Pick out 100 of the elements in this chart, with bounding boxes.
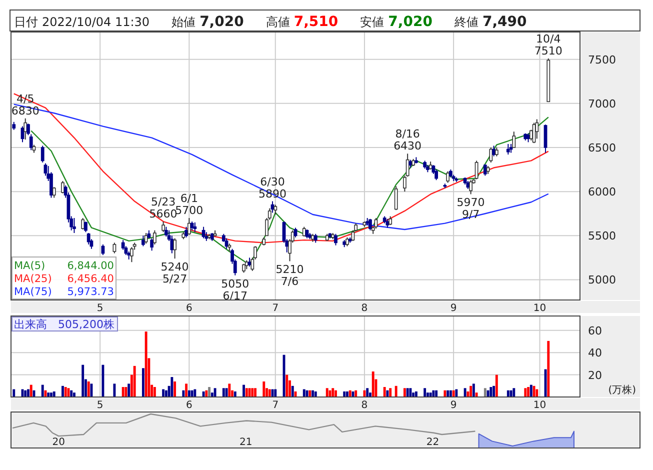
bar (414, 391, 418, 397)
bar (308, 390, 312, 397)
candlestick (61, 180, 64, 194)
annotation: 5,973.73 (67, 286, 114, 298)
bar (70, 390, 73, 397)
text: MA(25) (14, 273, 52, 285)
bar (170, 377, 174, 397)
bar (470, 386, 472, 397)
annotation: 5050 6/17 (221, 277, 250, 302)
bar (527, 387, 530, 397)
candlestick (52, 186, 56, 198)
bar (524, 388, 527, 397)
bar (348, 390, 352, 397)
x-tick-label: 9 (450, 400, 457, 411)
bar (363, 390, 366, 397)
text: 2022/10/04 11:30 (42, 15, 150, 29)
bar (302, 389, 306, 397)
bar (372, 371, 374, 397)
candlestick (446, 170, 450, 184)
bar (452, 390, 455, 397)
x-tick-label: 8 (361, 303, 368, 314)
bar (464, 388, 466, 397)
bar (245, 388, 248, 397)
y-tick-label: 6500 (588, 141, 616, 154)
candlestick (469, 180, 472, 195)
bar (50, 392, 52, 397)
bar (394, 386, 398, 397)
bar (403, 388, 406, 397)
y-tick-label: 60 (588, 324, 602, 338)
bar (12, 389, 16, 397)
candlestick (334, 233, 338, 246)
candlestick (86, 232, 90, 245)
candlestick (483, 164, 487, 176)
candlestick (193, 222, 197, 233)
candlestick (26, 123, 30, 136)
x-tick-label: 10 (533, 400, 546, 411)
bar (188, 390, 190, 397)
bar (429, 392, 432, 397)
bar (386, 390, 389, 397)
bar (406, 388, 409, 397)
bar (62, 386, 64, 397)
bar (536, 389, 538, 397)
bar (30, 384, 32, 397)
x-tick-label: 7 (272, 400, 279, 411)
bar (144, 332, 148, 397)
line-series (13, 104, 549, 230)
bar (254, 388, 256, 397)
bar (484, 388, 486, 397)
annotation: 10/4 7510 (534, 32, 562, 58)
bar (164, 390, 168, 397)
text: 安値 (360, 15, 384, 29)
bar (547, 340, 550, 397)
x-tick-label: 22 (426, 437, 440, 448)
annotation: 5210 7/6 (276, 263, 304, 288)
bar (495, 374, 498, 397)
bar (314, 391, 317, 397)
x-tick-label: 10 (533, 303, 546, 314)
candlestick (187, 218, 191, 236)
bar (506, 390, 510, 397)
bar (41, 384, 44, 397)
bar (510, 390, 512, 397)
text: 7,510 (294, 14, 338, 30)
bar (214, 388, 216, 397)
bar (122, 387, 124, 397)
bar (52, 391, 56, 397)
x-tick-label: 8 (361, 400, 368, 411)
bar (64, 387, 67, 397)
bar (113, 384, 116, 397)
y-tick-label: 40 (588, 346, 602, 360)
bar (222, 388, 225, 397)
bar (133, 366, 136, 397)
bar (435, 390, 438, 397)
annotation: 5240 5/27 (160, 260, 189, 286)
bar (262, 381, 266, 397)
bar (251, 388, 254, 397)
bar (274, 389, 277, 397)
candlestick (112, 242, 116, 254)
bar (182, 390, 185, 397)
bar (486, 390, 490, 397)
bar (124, 387, 128, 397)
bar (185, 384, 188, 397)
x-tick-label: 6 (186, 303, 192, 314)
candlestick (130, 246, 134, 263)
y-tick-label: 7000 (588, 97, 616, 110)
bar (27, 389, 30, 397)
bar (455, 389, 458, 397)
y-tick-label: 5000 (588, 274, 616, 287)
bar (142, 368, 144, 397)
bar (475, 392, 478, 397)
bar (225, 388, 228, 397)
candlestick (40, 145, 44, 163)
bar (530, 384, 532, 397)
bar (343, 391, 346, 397)
bar (312, 390, 314, 397)
bar (234, 391, 236, 397)
candlestick (184, 226, 188, 238)
x-tick-label: 21 (240, 437, 252, 448)
bar (354, 390, 358, 397)
candlestick (434, 169, 438, 181)
bar (326, 388, 328, 397)
